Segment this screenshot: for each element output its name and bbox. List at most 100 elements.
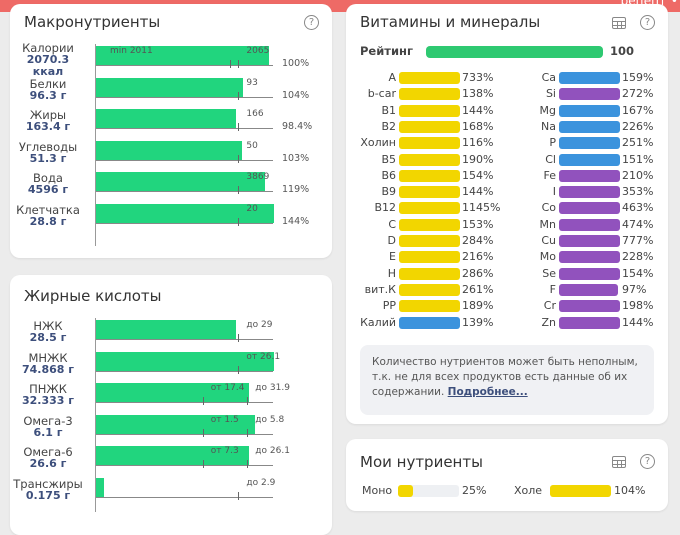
nutrient-bar	[559, 316, 620, 329]
norm-tick	[202, 397, 204, 405]
norm-label: от 17.4	[210, 383, 245, 393]
nutrient-value: 0.175 г	[25, 488, 71, 502]
percent-label: 103%	[282, 152, 310, 164]
my-nutrient-fill	[550, 485, 611, 497]
my-nutrient-fill	[398, 485, 414, 497]
menu-dot[interactable]: •	[670, 0, 678, 8]
help-icon[interactable]: ?	[640, 15, 655, 30]
macronutrients-title: Макронутриенты	[24, 13, 161, 31]
my-nutrient-track	[398, 485, 459, 497]
rating-value: 100	[610, 44, 635, 58]
percent-label: 144%	[282, 215, 310, 227]
help-icon[interactable]: ?	[640, 454, 655, 469]
baseline	[96, 465, 273, 466]
nutrient-name: Ca	[541, 71, 556, 84]
note-text: Количество нутриентов может быть неполны…	[372, 356, 638, 398]
nutrient-percent: 151%	[622, 152, 654, 166]
norm-label: 2065	[246, 46, 270, 56]
nutrient-percent: 167%	[622, 103, 654, 117]
nutrient-name: Cl	[545, 152, 556, 166]
nutrient-row: D 284%	[350, 234, 510, 248]
baseline	[96, 496, 273, 498]
nutrient-bar	[559, 251, 620, 264]
chart-row: Клетчатка 28.8 г 20 144%	[0, 202, 332, 232]
nutrient-percent: 353%	[622, 185, 654, 199]
nutrient-percent: 154%	[462, 168, 494, 182]
percent-label: 98.4%	[282, 121, 313, 132]
table-icon[interactable]	[612, 456, 626, 468]
nutrient-percent: 272%	[622, 87, 654, 101]
chart-row: Калории 2070.3 ккал min 2011 2065 100%	[0, 42, 332, 78]
nutrient-bar	[399, 300, 460, 313]
nutrient-bar	[559, 137, 620, 150]
chart-row: НЖК 28.5 г до 29	[0, 318, 332, 348]
norm-tick	[247, 397, 249, 405]
nutrient-bar	[399, 169, 460, 182]
nutrient-row: Cl 151%	[510, 153, 670, 167]
vitamins-card: Витамины и минералы ? Рейтинг 100 A 733% b…	[346, 4, 668, 424]
nutrient-row: PP 189%	[350, 299, 510, 313]
baseline	[96, 65, 273, 66]
nutrient-name: Вода	[33, 171, 63, 185]
value-bar	[96, 172, 266, 191]
norm-tick	[238, 334, 240, 342]
norm-tick	[202, 460, 204, 468]
nutrient-row: вит.К 261%	[350, 283, 510, 297]
norm-tick	[247, 428, 249, 437]
nutrient-row: I 353%	[510, 185, 670, 199]
nutrient-name: Zn	[541, 315, 556, 329]
norm-label: 3869	[246, 172, 270, 182]
help-icon[interactable]: ?	[304, 15, 319, 30]
more-link[interactable]: Подробнее...	[447, 386, 528, 398]
norm-label: от 26.1	[246, 351, 281, 362]
chart-row: Омега-6 26.6 г от 7.3 до 26.1	[0, 444, 332, 474]
macronutrients-card: Макронутриенты ? Калории 2070.3 ккал min 20…	[10, 4, 332, 258]
nutrient-name: P	[549, 136, 556, 150]
nutrient-percent: 144%	[462, 103, 494, 117]
nutrient-name: Si	[545, 87, 556, 101]
my-nutrient-name: Холе	[514, 484, 543, 497]
my-nutrients-card: Мои нутриенты ? Моно 25% Холе 104%	[346, 439, 668, 511]
nutrient-percent: 216%	[462, 250, 494, 264]
nutrient-row: Ca 159%	[510, 71, 670, 85]
nutrient-row: B12 1145%	[350, 201, 510, 215]
nutrient-name: Cr	[543, 299, 556, 313]
nutrient-value: 163.4 г	[25, 120, 71, 133]
nutrient-name: Mo	[539, 250, 556, 264]
nutrient-name: Углеводы	[18, 139, 78, 154]
table-icon[interactable]	[612, 17, 626, 29]
nutrient-name: A	[388, 71, 396, 84]
nutrient-percent: 116%	[462, 136, 494, 150]
nutrient-name: Калий	[360, 315, 396, 329]
baseline	[96, 339, 273, 340]
nutrient-name: H	[387, 266, 396, 280]
nutrient-label: Трансжиры 0.175 г	[8, 478, 88, 502]
nutrient-unit: ккал	[32, 65, 64, 78]
nutrient-percent: 144%	[622, 315, 654, 329]
nutrient-label: Жиры 163.4 г	[8, 109, 88, 133]
nutrient-value: 74.868 г	[21, 362, 75, 376]
nutrient-name: PP	[382, 299, 396, 313]
nutrient-row: B6 154%	[350, 169, 510, 183]
nutrient-name: C	[388, 217, 396, 231]
percent-label: 119%	[282, 184, 310, 195]
nutrient-name: Омега-3	[23, 413, 73, 428]
nutrient-bar	[399, 267, 460, 280]
nutrient-value: 28.8 г	[29, 214, 67, 228]
nutrient-bar	[559, 235, 620, 247]
nutrient-row: Se 154%	[510, 267, 670, 281]
nutrient-percent: 189%	[462, 299, 494, 313]
nutrient-row: Cu 777%	[510, 234, 670, 248]
nutrient-label: Омега-6 26.6 г	[8, 446, 88, 470]
chart-row: МНЖК 74.868 г от 26.1	[0, 350, 332, 380]
nutrient-bar	[399, 186, 460, 199]
norm-tick	[238, 154, 240, 163]
nutrient-bar	[559, 267, 620, 280]
nutrient-bar	[559, 153, 620, 166]
norm-label: до 2.9	[246, 477, 276, 488]
nutrient-row: Mg 167%	[510, 104, 670, 118]
norm-label: от 7.3	[210, 446, 239, 456]
baseline	[96, 159, 273, 161]
nutrient-name: Na	[541, 119, 556, 133]
nutrient-bar	[399, 104, 460, 117]
